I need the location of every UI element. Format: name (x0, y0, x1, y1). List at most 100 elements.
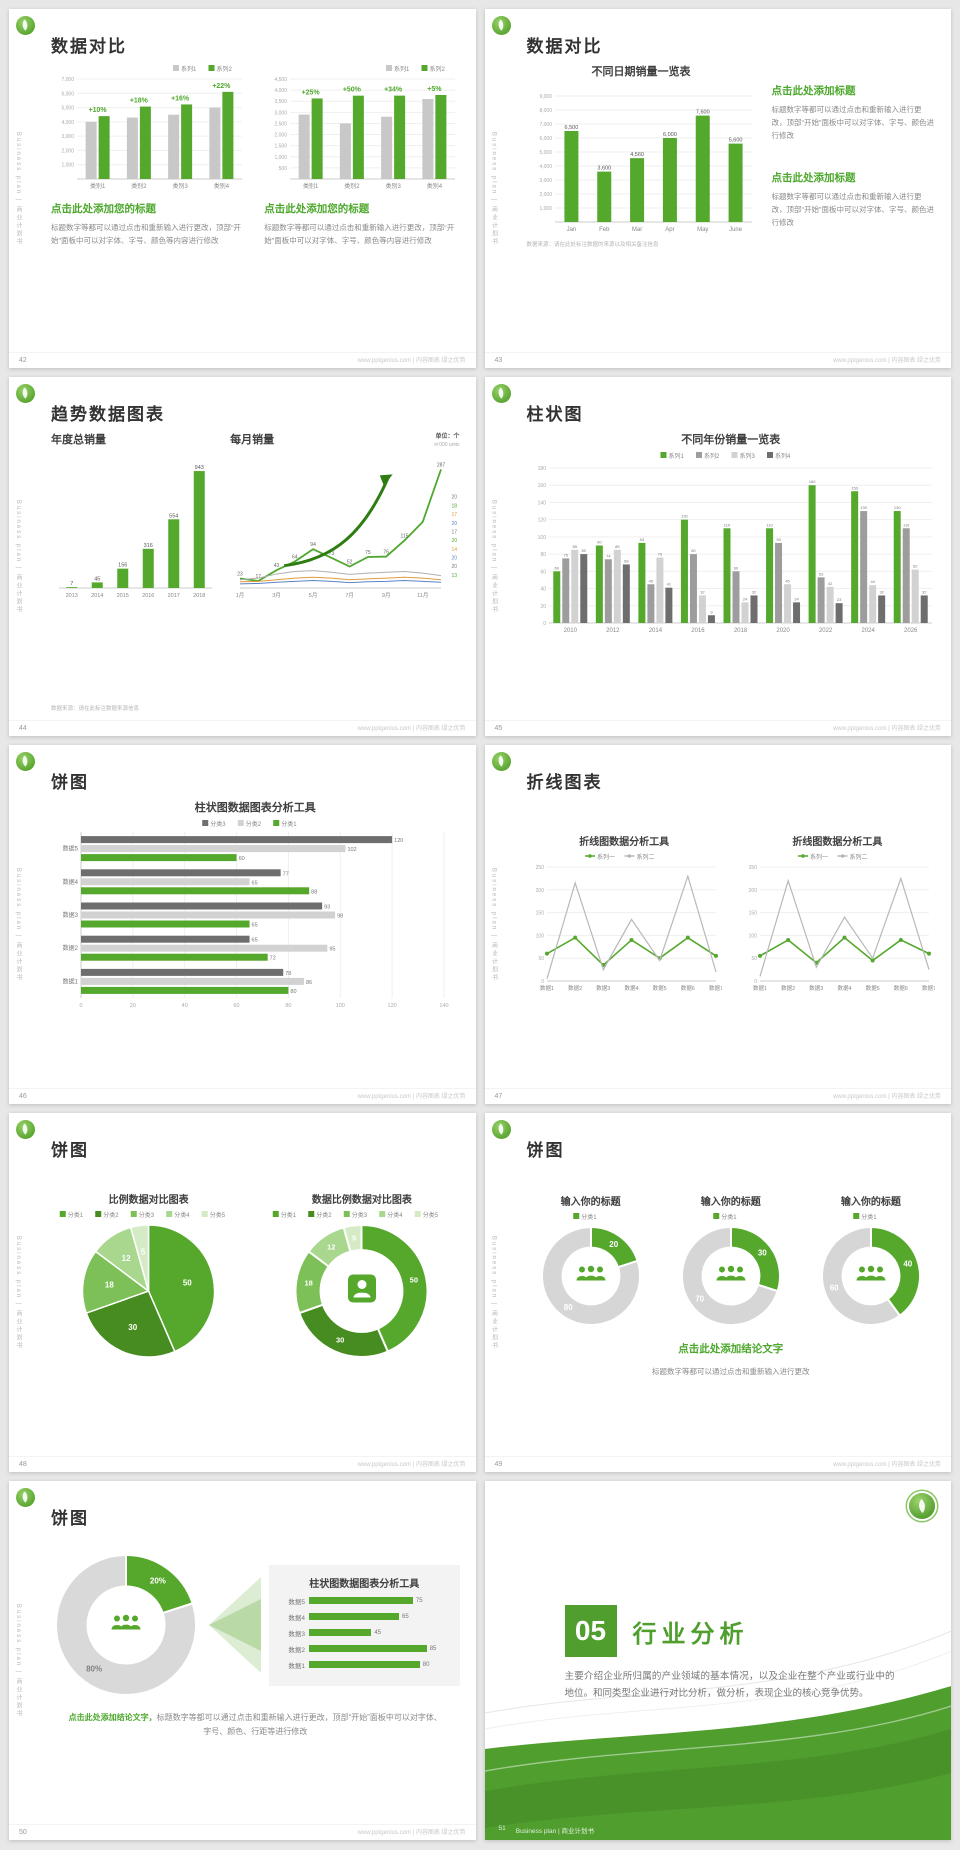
leaf-icon (914, 1498, 930, 1514)
svg-text:数据2: 数据2 (568, 984, 582, 992)
svg-text:110: 110 (903, 522, 910, 527)
svg-text:287: 287 (437, 462, 446, 468)
svg-text:120: 120 (394, 838, 403, 844)
leaf-icon (494, 755, 507, 767)
sidebar-vertical-text: Business plan | 商业计划书 (15, 1235, 21, 1350)
section-header: 05 行业分析 (564, 1605, 749, 1657)
block-body: 标题数字等都可以通过点击和重新输入进行更改，顶部“开始”面板中可以对字体、字号、… (771, 192, 934, 227)
svg-text:+34%: +34% (384, 87, 403, 94)
svg-text:42: 42 (827, 581, 832, 586)
page-number: 49 (494, 1461, 503, 1468)
conclusion-sub: 标题数字等都可以通过点击和重新输入进行更改，顶部“开始”面板中可以对字体、字号、… (156, 1713, 442, 1736)
svg-text:100: 100 (748, 933, 757, 939)
slide-45: Business plan | 商业计划书 柱状图 不同年份销量一览表 系列1 系… (484, 377, 951, 736)
people-icon (574, 1265, 608, 1288)
svg-text:2,000: 2,000 (61, 148, 74, 154)
svg-text:30: 30 (758, 1249, 767, 1258)
svg-text:分类1: 分类1 (281, 1211, 297, 1219)
svg-text:130: 130 (860, 505, 867, 510)
svg-text:2,000: 2,000 (275, 133, 288, 139)
footer-divider (9, 1088, 476, 1089)
leaf-icon (19, 755, 31, 767)
slide-content: 不同日期销量一览表 1,000 2,000 3,000 4,000 5,000 6,000… (527, 63, 936, 346)
svg-text:2,500: 2,500 (275, 121, 288, 127)
slide-50: Business plan | 商业计划书 饼图 20% 80% 柱状图数据图表分… (9, 1481, 476, 1840)
svg-text:52: 52 (347, 560, 353, 566)
svg-text:80: 80 (285, 1003, 291, 1009)
svg-text:系列二: 系列二 (636, 853, 654, 861)
svg-text:2014: 2014 (648, 628, 662, 634)
svg-text:43: 43 (274, 563, 280, 569)
chart-wrap: 20% 80% (51, 1551, 201, 1699)
svg-text:2018: 2018 (733, 628, 747, 634)
slide-content: 折线图数据分析工具 系列一 系列二 0 50 100 150 200 250 数据1 数据2 数据3… (527, 833, 936, 1082)
svg-text:150: 150 (535, 911, 544, 917)
svg-text:2014: 2014 (91, 593, 103, 599)
svg-text:2017: 2017 (168, 593, 180, 599)
svg-text:150: 150 (748, 911, 757, 917)
svg-text:2018: 2018 (193, 593, 205, 599)
slide-footer: www.pptgenius.com | 内容图表 绿之优势 (357, 1830, 466, 1836)
svg-text:80: 80 (563, 1303, 572, 1312)
svg-text:23: 23 (237, 571, 243, 577)
slide-44: Business plan | 商业计划书 趋势数据图表 年度总销量 7 2013… (9, 377, 476, 736)
svg-text:160: 160 (537, 483, 546, 489)
svg-text:分类4: 分类4 (388, 1211, 404, 1219)
svg-text:72: 72 (270, 956, 276, 962)
svg-text:80: 80 (540, 552, 546, 558)
svg-text:45: 45 (785, 578, 790, 583)
svg-text:60: 60 (554, 565, 559, 570)
svg-text:32: 32 (700, 589, 705, 594)
chart-column: 折线图数据分析工具 系列一 系列二 0 50 100 150 200 250 数据1 数据2 数据3… (740, 833, 935, 1082)
slide-title: 饼图 (526, 1141, 565, 1160)
svg-text:110: 110 (723, 522, 730, 527)
block-heading: 点击此处添加您的标题 (264, 203, 370, 215)
svg-text:2016: 2016 (142, 593, 154, 599)
block-body: 标题数字等都可以通过点击和重新输入进行更改，顶部“开始”面板中可以对字体、字号、… (51, 223, 241, 245)
svg-text:93: 93 (324, 905, 330, 911)
svg-text:60: 60 (234, 1003, 240, 1009)
svg-text:2016: 2016 (691, 628, 705, 634)
column-left: 系列1 系列2 1,000 2,000 3,000 4,000 5,000 6,000 7,00… (51, 63, 246, 346)
slide-title: 饼图 (51, 1509, 89, 1528)
svg-text:系列2: 系列2 (430, 65, 446, 73)
line-chart: 系列一 系列二 0 50 100 150 200 250 数据1 数据2 数据3 数据4 数据5 数据6 数… (740, 851, 935, 993)
footer-divider (484, 352, 951, 353)
svg-text:类别1: 类别1 (303, 182, 319, 190)
svg-text:110: 110 (766, 522, 773, 527)
donut-to-box-row: 20% 80% 柱状图数据图表分析工具 数据5 75 数据4 65 数据3 45 数据2 85 数… (51, 1551, 460, 1699)
svg-text:45: 45 (648, 578, 653, 583)
footer-divider (484, 720, 951, 721)
svg-text:45: 45 (94, 576, 100, 582)
svg-text:13: 13 (452, 573, 458, 579)
data-source-note: 数据来源：请在此处标注数据的来源以及相关备注信息 (526, 242, 659, 248)
svg-text:系列4: 系列4 (775, 452, 791, 460)
svg-text:数据5: 数据5 (63, 845, 79, 853)
slide-49: Business plan | 商业计划书 饼图 输入你的标题 分类1 20 80 … (484, 1113, 951, 1472)
svg-text:June: June (729, 227, 743, 233)
svg-text:76: 76 (657, 552, 662, 557)
svg-text:分类1: 分类1 (68, 1211, 84, 1219)
sidebar-vertical-text: Business plan | 商业计划书 (15, 1603, 21, 1718)
svg-text:88: 88 (311, 889, 317, 895)
chart-column: 输入你的标题 分类1 30 70 (667, 1193, 795, 1329)
svg-text:80: 80 (691, 548, 696, 553)
slide-content: 不同年份销量一览表 系列1 系列2 系列3 系列4 0 20 40 60 80 100 120 140… (527, 431, 936, 714)
svg-text:类别3: 类别3 (172, 182, 188, 190)
svg-text:95: 95 (329, 947, 335, 953)
svg-text:+5%: +5% (428, 86, 443, 93)
brand-logo-icon (491, 1120, 511, 1139)
svg-text:9,000: 9,000 (539, 94, 552, 100)
data-source-note: 数据来源：请在此标注数据来源信息 (51, 706, 140, 712)
chart-column: 数据比例数据对比图表 分类1 分类2 分类3 分类4 分类5 50 30 18 12 5 (264, 1191, 459, 1450)
svg-text:30: 30 (336, 1336, 344, 1345)
chart-title: 折线图数据分析工具 (579, 837, 670, 848)
svg-text:系列2: 系列2 (704, 452, 720, 460)
svg-text:Feb: Feb (599, 227, 610, 233)
svg-text:250: 250 (535, 865, 544, 871)
svg-text:76: 76 (384, 550, 390, 556)
donut-chart: 分类1 40 60 (807, 1211, 935, 1329)
sidebar-vertical-text: Business plan | 商业计划书 (490, 1235, 497, 1350)
svg-text:分类5: 分类5 (423, 1211, 439, 1219)
slide-footer: www.pptgenius.com | 内容图表 绿之优势 (357, 1094, 466, 1100)
